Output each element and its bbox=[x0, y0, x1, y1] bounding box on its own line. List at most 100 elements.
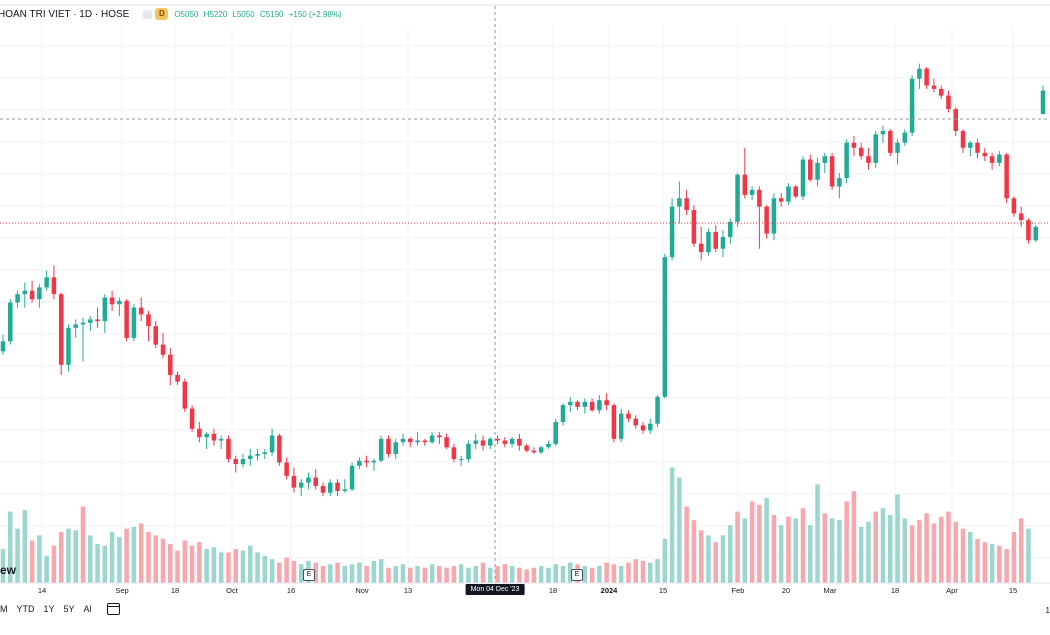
timeframe-badge[interactable]: D bbox=[155, 8, 169, 20]
volume-bar bbox=[248, 545, 253, 583]
range-button-1y[interactable]: 1Y bbox=[43, 604, 55, 614]
candle-body bbox=[931, 85, 937, 89]
candle-body bbox=[8, 302, 13, 342]
candle-body bbox=[349, 465, 355, 490]
candle-body bbox=[415, 440, 420, 443]
candle-body bbox=[364, 460, 369, 463]
candle-body bbox=[982, 152, 988, 157]
candle-body bbox=[633, 418, 638, 426]
candle-body bbox=[968, 142, 973, 148]
volume-bar bbox=[291, 560, 297, 583]
candle-body bbox=[757, 189, 762, 207]
volume-bar bbox=[1018, 518, 1024, 583]
candle-body bbox=[771, 198, 777, 234]
volume-bar bbox=[531, 567, 537, 583]
candle-body bbox=[429, 435, 435, 443]
volume-bar bbox=[15, 528, 20, 583]
volume-bar bbox=[466, 567, 471, 583]
candle-body bbox=[342, 489, 348, 492]
volume-bar bbox=[88, 535, 93, 583]
candle-body bbox=[73, 324, 78, 328]
volume-bar bbox=[597, 566, 602, 583]
volume-bar bbox=[378, 559, 384, 583]
volume-bar bbox=[735, 511, 740, 583]
volume-bar bbox=[662, 538, 668, 583]
candle-body bbox=[218, 438, 224, 441]
volume-bar bbox=[138, 523, 144, 583]
volume-bar bbox=[509, 566, 515, 583]
candle-body bbox=[764, 206, 769, 234]
ohlc-values: O5050 H5220 L5050 C5190 +150 (+2.98%) bbox=[174, 10, 344, 19]
candle-body bbox=[204, 433, 209, 438]
candle-body bbox=[611, 405, 617, 439]
volume-bar bbox=[778, 525, 784, 583]
right-edge-label: 1 bbox=[1045, 606, 1050, 615]
candle-body bbox=[626, 413, 631, 419]
symbol-title[interactable]: HOAN TRI VIET · 1D · HOSE bbox=[0, 8, 130, 20]
candle-body bbox=[58, 294, 64, 365]
volume-bar bbox=[284, 557, 289, 583]
volume-bar bbox=[931, 523, 937, 583]
change-value: +150 (+2.98%) bbox=[288, 9, 342, 19]
candle-body bbox=[466, 443, 471, 460]
volume-bar bbox=[408, 567, 413, 583]
volume-bar bbox=[80, 506, 86, 583]
candle-body bbox=[728, 221, 733, 237]
candle-body bbox=[168, 354, 173, 375]
candle-body bbox=[997, 154, 1002, 163]
candle-body bbox=[313, 477, 318, 486]
candle-body bbox=[109, 297, 115, 305]
range-button-ytd[interactable]: YTD bbox=[16, 604, 35, 614]
candle-body bbox=[800, 159, 806, 197]
range-toolbar: M YTD 1Y 5Y Al bbox=[0, 598, 1050, 620]
candle-body bbox=[655, 396, 660, 424]
volume-bar bbox=[560, 566, 566, 583]
candle-body bbox=[422, 440, 428, 443]
volume-bar bbox=[160, 538, 166, 583]
earnings-marker[interactable]: E bbox=[571, 569, 583, 581]
volume-bar bbox=[633, 559, 638, 583]
range-button-all[interactable]: Al bbox=[83, 604, 92, 614]
candle-body bbox=[44, 277, 49, 288]
candle-body bbox=[546, 443, 551, 448]
candle-body bbox=[175, 374, 180, 382]
candle-body bbox=[837, 178, 842, 187]
volume-bar bbox=[218, 552, 224, 583]
volume-bar bbox=[131, 526, 137, 583]
calendar-icon[interactable] bbox=[106, 603, 120, 615]
volume-bar bbox=[124, 528, 129, 583]
volume-bar bbox=[444, 567, 449, 583]
volume-bar bbox=[95, 543, 100, 583]
x-tick-label: 15 bbox=[659, 586, 667, 595]
volume-bar bbox=[37, 535, 42, 583]
candle-body bbox=[131, 307, 137, 338]
range-button-5y[interactable]: 5Y bbox=[63, 604, 75, 614]
earnings-marker[interactable]: E bbox=[303, 569, 315, 581]
volume-bar bbox=[44, 555, 49, 583]
candle-body bbox=[102, 297, 108, 322]
volume-bar bbox=[938, 516, 944, 583]
candle-body bbox=[138, 307, 144, 315]
candle-body bbox=[451, 447, 457, 460]
candle-body bbox=[960, 130, 966, 148]
candle-body bbox=[531, 450, 537, 453]
candle-body bbox=[480, 440, 486, 446]
crosshair-date-label: Mon 04 Dec '23 bbox=[465, 584, 525, 595]
volume-bar bbox=[495, 566, 500, 583]
candle-body bbox=[117, 300, 122, 305]
candle-body bbox=[662, 257, 668, 397]
candle-body bbox=[735, 174, 740, 222]
x-tick-label: 20 bbox=[782, 586, 790, 595]
x-tick-label: 16 bbox=[287, 586, 295, 595]
volume-bar bbox=[829, 518, 835, 583]
volume-bar bbox=[73, 530, 78, 583]
candle-body bbox=[524, 445, 529, 451]
volume-bar bbox=[277, 562, 282, 583]
range-button-month[interactable]: M bbox=[0, 604, 8, 614]
volume-bar bbox=[909, 525, 915, 583]
volume-bar bbox=[1004, 549, 1009, 583]
candle-body bbox=[560, 405, 566, 423]
volume-bar bbox=[706, 535, 711, 583]
